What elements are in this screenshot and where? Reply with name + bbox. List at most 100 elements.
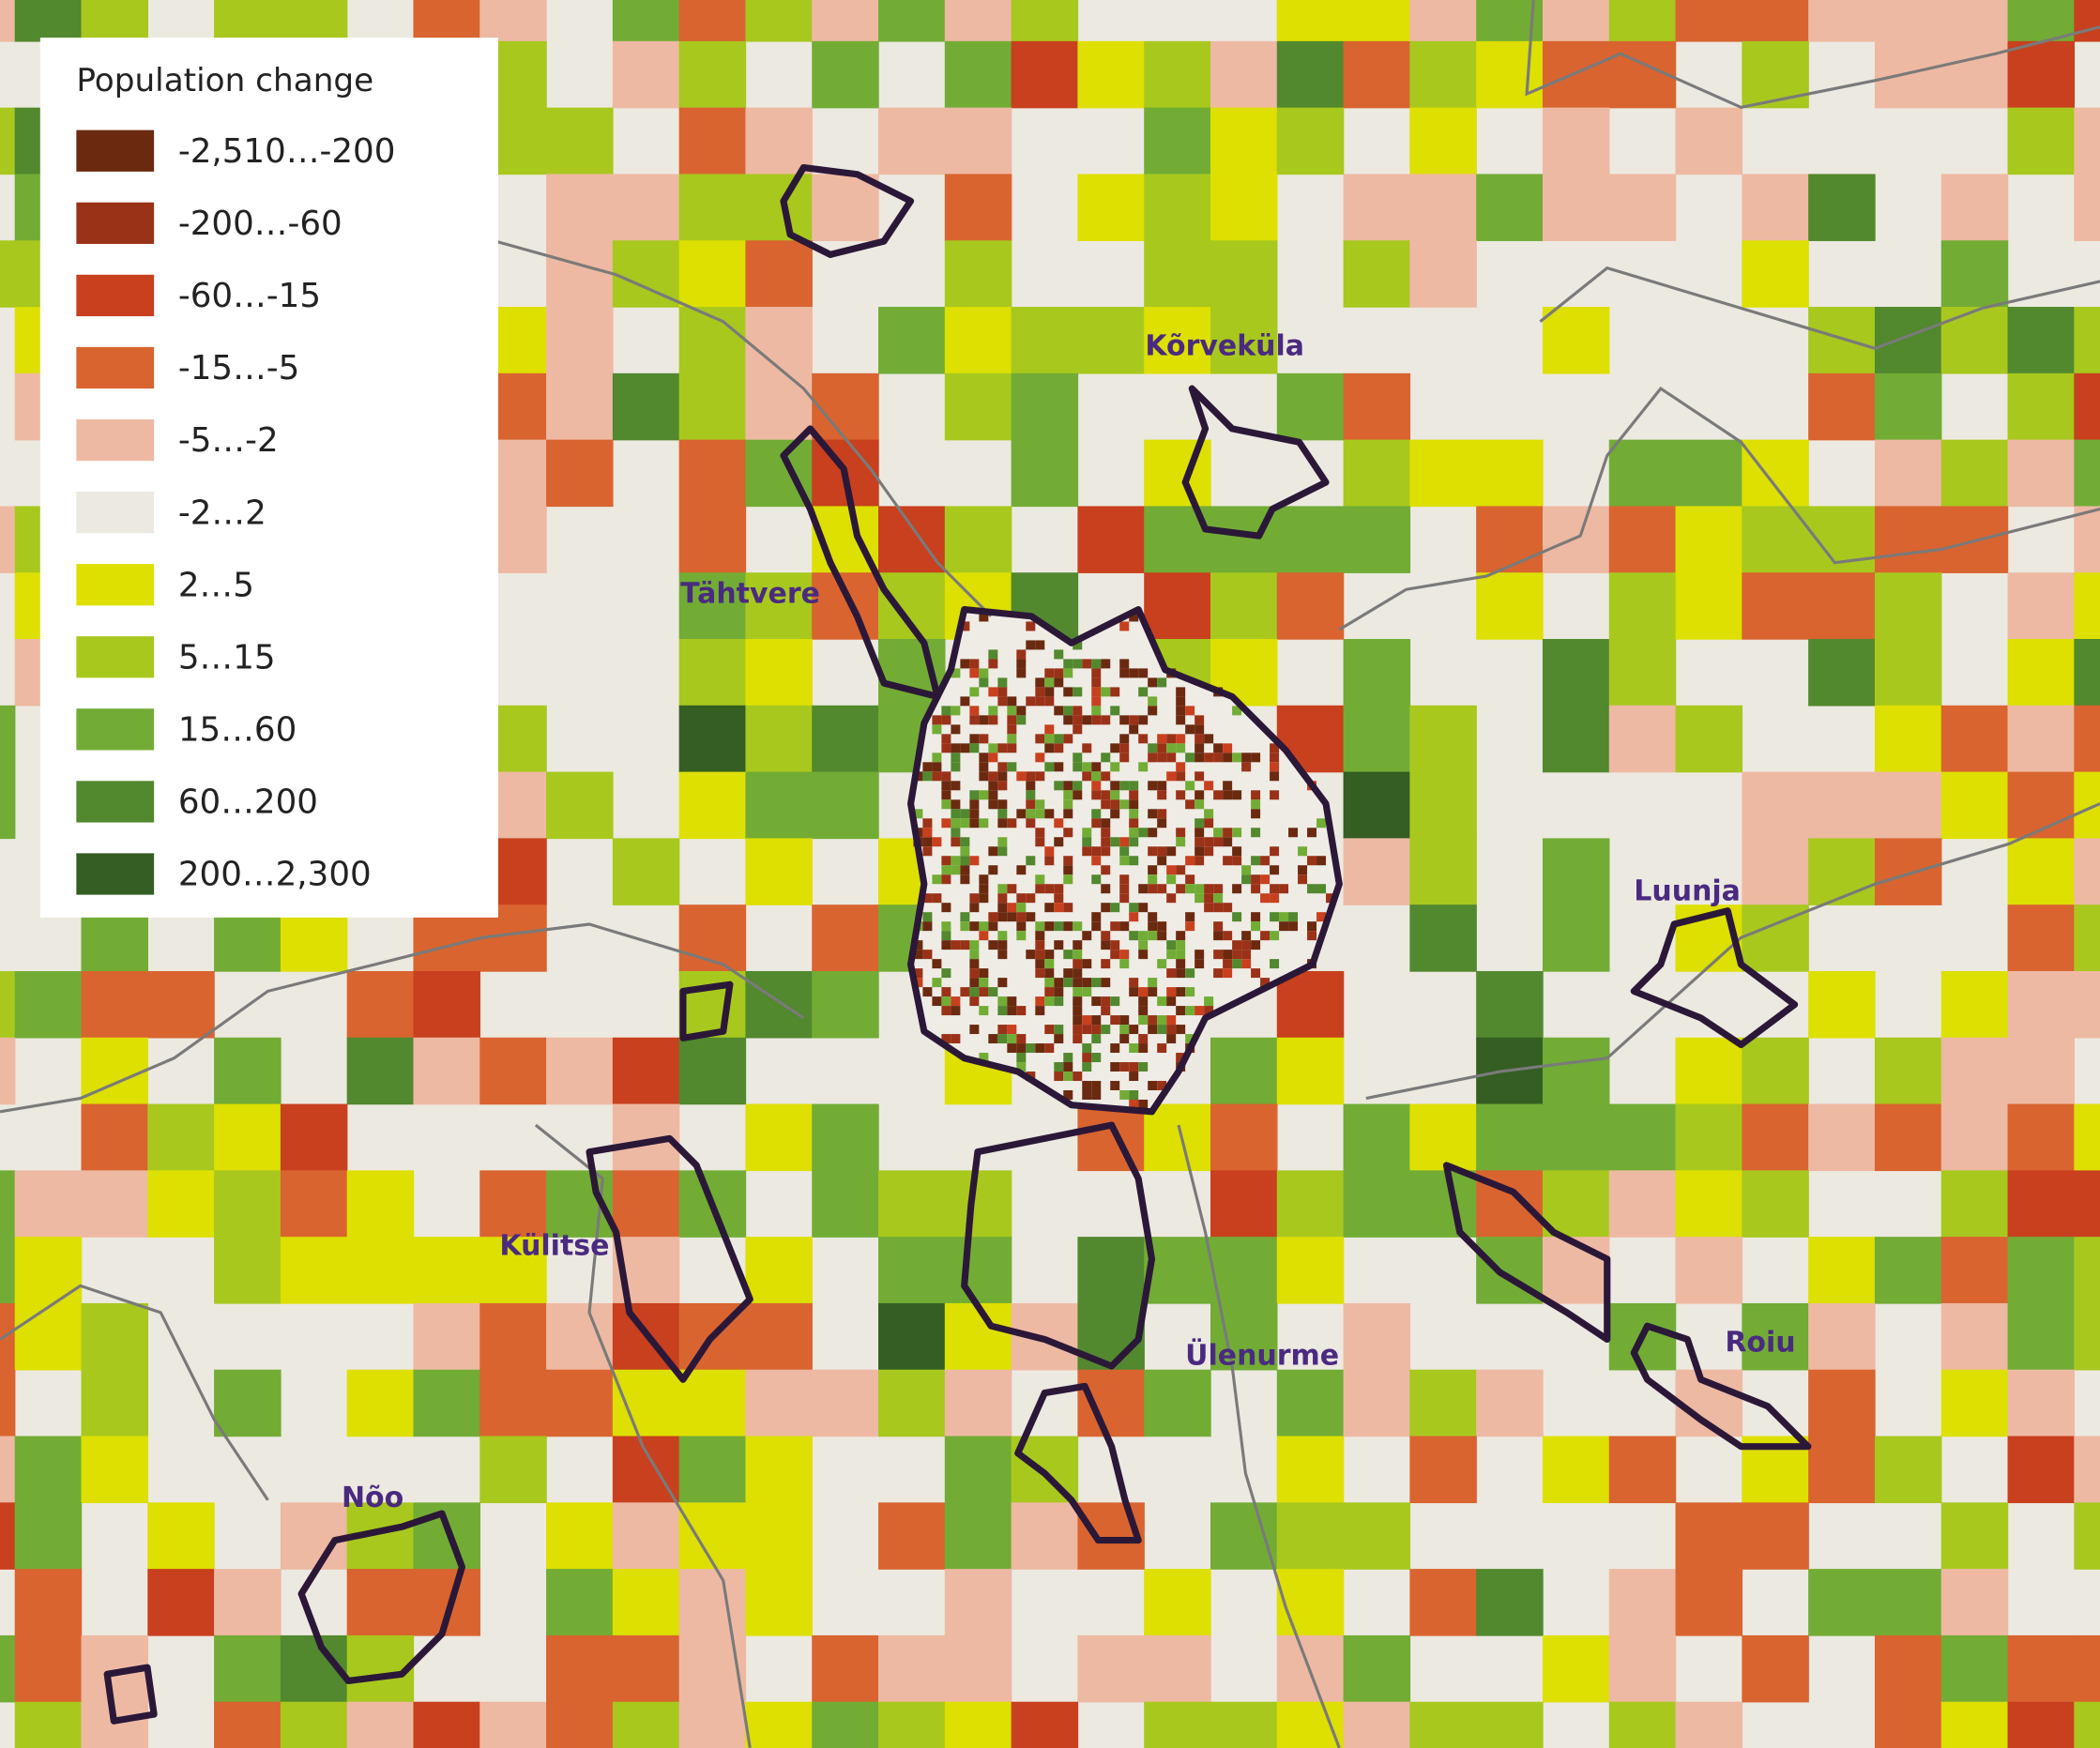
city-cell	[960, 696, 970, 707]
city-cell	[1044, 762, 1055, 772]
legend-label: 200…2,300	[178, 856, 372, 894]
city-cell	[1176, 968, 1186, 979]
city-cell	[979, 987, 989, 997]
city-cell	[997, 762, 1008, 772]
city-cell	[1176, 931, 1186, 941]
city-cell	[1110, 921, 1120, 932]
grid-cell	[1409, 107, 1477, 175]
grid-cell	[1011, 307, 1079, 374]
grid-cell	[1409, 1436, 1477, 1504]
city-cell	[1270, 752, 1280, 763]
city-cell	[1223, 828, 1233, 838]
grid-cell	[546, 107, 614, 175]
city-cell	[1129, 1043, 1139, 1054]
city-cell	[1091, 1081, 1102, 1091]
grid-cell	[812, 40, 879, 109]
settlement-outlines	[103, 164, 1812, 1725]
city-cell	[1101, 846, 1111, 857]
grid-cell	[546, 1634, 614, 1703]
city-cell	[1213, 968, 1224, 979]
city-cell	[932, 978, 942, 988]
grid-cell	[2007, 771, 2076, 840]
city-cell	[1101, 903, 1111, 913]
city-cell	[941, 743, 951, 753]
grid-cell	[878, 1369, 946, 1437]
grid-cell	[214, 1369, 282, 1437]
city-cell	[1035, 677, 1045, 688]
city-cell	[1316, 856, 1327, 866]
grid-cell	[280, 0, 348, 42]
city-cell	[1119, 893, 1130, 904]
city-cell	[1138, 734, 1149, 744]
road	[0, 1284, 269, 1501]
city-cell	[1035, 752, 1045, 763]
city-cell	[1044, 856, 1055, 866]
grid-cell	[346, 1569, 415, 1636]
grid-cell	[1542, 1103, 1610, 1172]
grid-cell	[1742, 1502, 1809, 1570]
grid-cell	[1940, 1701, 2009, 1748]
city-cell	[1073, 706, 1083, 716]
grid-cell	[612, 1037, 680, 1105]
city-cell	[1157, 809, 1167, 819]
grid-cell	[2007, 439, 2076, 508]
grid-cell	[346, 970, 415, 1039]
road	[1539, 266, 2100, 350]
grid-cell	[1210, 1170, 1278, 1238]
grid-cell	[678, 0, 747, 42]
city-cell	[1232, 940, 1242, 950]
city-cell	[1101, 931, 1111, 941]
grid-cell	[413, 1701, 480, 1748]
road	[1338, 387, 2100, 631]
grid-cell	[745, 1237, 813, 1304]
city-cell	[1251, 856, 1261, 866]
city-cell	[1157, 781, 1167, 791]
grid-cell	[1144, 307, 1211, 374]
grid-cell	[214, 1037, 282, 1105]
city-cell	[1082, 931, 1092, 941]
grid-cell	[1210, 240, 1278, 308]
city-cell	[1204, 837, 1214, 847]
grid-cell	[1276, 572, 1345, 640]
legend-swatch	[76, 853, 155, 895]
city-cell	[1082, 659, 1092, 669]
grid-cell	[1675, 1037, 1743, 1105]
grid-cell	[1542, 639, 1610, 707]
city-cell	[969, 968, 980, 979]
grid-cell	[0, 107, 16, 175]
city-cell	[1148, 809, 1158, 819]
city-cell	[979, 734, 989, 744]
city-cell	[1223, 837, 1233, 847]
city-cell	[1279, 884, 1289, 894]
grid-cell	[878, 107, 946, 175]
city-cell	[1073, 762, 1083, 772]
city-cell	[1119, 884, 1130, 894]
city-cell	[1054, 893, 1064, 904]
grid-cell	[745, 372, 813, 441]
city-cell	[1101, 687, 1111, 697]
grid-cell	[1742, 572, 1809, 640]
city-cell	[1138, 668, 1149, 678]
city-cell	[1044, 809, 1055, 819]
city-cell	[988, 743, 998, 753]
grid-cell	[1608, 1701, 1677, 1748]
city-cell	[1195, 959, 1205, 969]
city-cell	[1176, 790, 1186, 800]
city-cell	[1026, 893, 1036, 904]
city-cell	[1129, 987, 1139, 997]
grid-cell	[14, 1170, 83, 1238]
city-cell	[1007, 1006, 1017, 1016]
grid-cell	[1409, 1369, 1477, 1437]
city-cell	[988, 649, 998, 660]
city-cell	[1054, 978, 1064, 988]
city-cell	[1185, 724, 1195, 735]
grid-cell	[1276, 506, 1345, 573]
grid-cell	[1343, 1634, 1411, 1703]
city-cell	[1119, 734, 1130, 744]
grid-cell	[546, 307, 614, 374]
city-cell	[960, 818, 970, 828]
grid-cell	[1343, 838, 1411, 905]
grid-cell	[1742, 40, 1809, 109]
city-cell	[922, 921, 933, 932]
city-cell	[1026, 621, 1036, 631]
